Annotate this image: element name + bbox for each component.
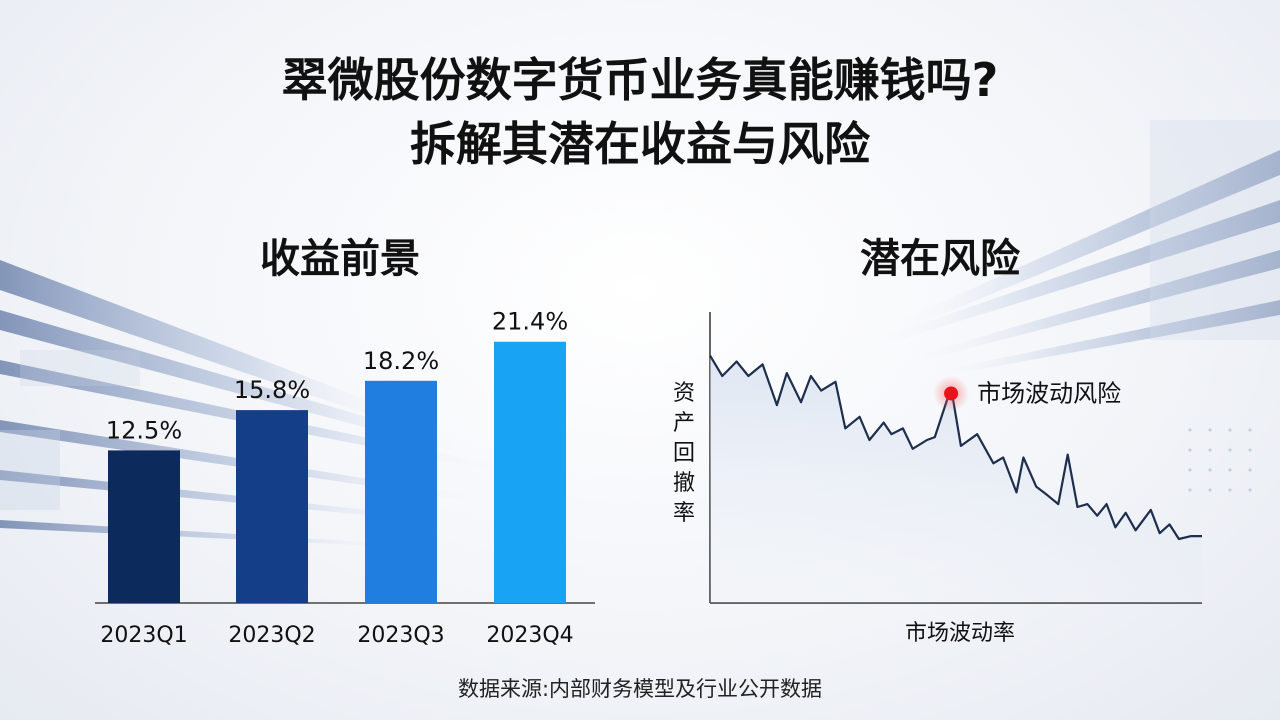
x-tick-label: 2023Q1 (100, 623, 187, 648)
x-tick-label: 2023Q3 (357, 623, 444, 648)
bar-2023Q1 (108, 450, 180, 603)
revenue-chart-title: 收益前景 (260, 236, 420, 282)
bar-value-label: 15.8% (234, 376, 310, 404)
bar-value-label: 18.2% (363, 347, 439, 375)
risk-annotation-label: 市场波动风险 (977, 379, 1121, 407)
risk-chart-title: 潜在风险 (860, 236, 1020, 282)
bar-value-label: 21.4% (492, 308, 568, 336)
y-axis-label-char: 资 (673, 381, 695, 406)
y-axis-label-char: 撤 (673, 471, 695, 496)
risk-area-fill (710, 355, 1202, 603)
revenue-bar-chart: 12.5% 15.8% 18.2% 21.4% 2023Q1 2023Q2 2023Q3 2… (95, 308, 595, 648)
bar-value-label: 12.5% (106, 416, 182, 444)
x-tick-label: 2023Q4 (486, 623, 573, 648)
page-title: 翠微股份数字货币业务真能赚钱吗? 拆解其潜在收益与风险 (0, 48, 1280, 176)
y-axis-label-char: 产 (673, 411, 695, 436)
risk-marker (944, 386, 959, 401)
y-axis-label-char: 回 (673, 441, 695, 466)
y-axis-label-char: 率 (673, 501, 695, 526)
bar-2023Q2 (236, 410, 308, 603)
x-tick-label: 2023Q2 (228, 623, 315, 648)
data-source-note: 数据来源:内部财务模型及行业公开数据 (457, 677, 823, 701)
title-line-1: 翠微股份数字货币业务真能赚钱吗? (281, 53, 999, 107)
bar-2023Q3 (365, 380, 437, 603)
title-line-2: 拆解其潜在收益与风险 (410, 117, 870, 171)
x-axis-label: 市场波动率 (905, 621, 1015, 646)
bar-2023Q4 (494, 341, 566, 603)
risk-series-line (709, 355, 1202, 541)
